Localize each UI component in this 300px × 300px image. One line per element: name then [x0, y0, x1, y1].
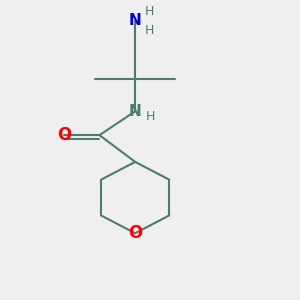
Text: N: N [129, 104, 142, 119]
Text: N: N [129, 13, 142, 28]
Text: H: H [145, 24, 154, 37]
Text: O: O [57, 126, 71, 144]
Text: O: O [128, 224, 142, 242]
Text: H: H [145, 110, 155, 123]
Text: H: H [145, 5, 154, 18]
